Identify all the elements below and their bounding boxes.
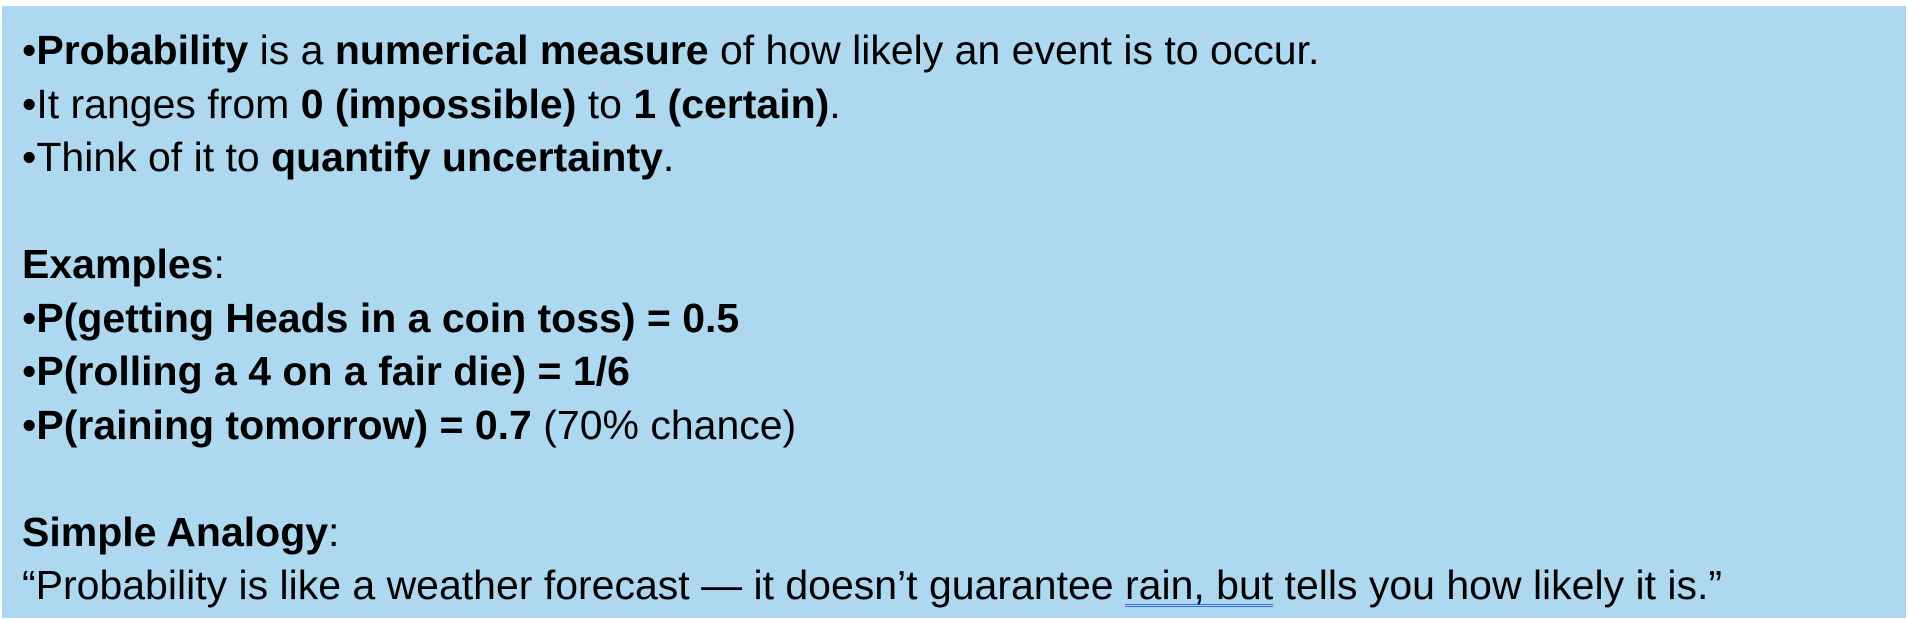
- spacer: [22, 452, 1886, 506]
- intro-line-uncertainty: •Think of it to quantify uncertainty.: [22, 131, 1886, 185]
- text-segment: Think of it to: [36, 134, 272, 180]
- analogy-heading: Simple Analogy:: [22, 506, 1886, 560]
- term-numerical-measure: numerical measure: [334, 27, 709, 73]
- term-probability: Probability: [36, 27, 249, 73]
- grammar-flagged-text[interactable]: rain, but: [1125, 562, 1274, 608]
- example-item-coin: •P(getting Heads in a coin toss) = 0.5: [22, 292, 1886, 346]
- quote-start: “Probability is like a weather forecast …: [22, 562, 1125, 608]
- bullet: •: [22, 27, 37, 73]
- bullet: •: [22, 134, 37, 180]
- spacer: [22, 185, 1886, 239]
- examples-heading: Examples:: [22, 238, 1886, 292]
- text-segment: .: [662, 134, 675, 180]
- example-note: (70% chance): [531, 401, 797, 448]
- range-low: 0 (impossible): [300, 80, 577, 127]
- range-high: 1 (certain): [633, 80, 830, 127]
- bullet: •: [22, 401, 37, 448]
- text-segment: is a: [248, 27, 335, 73]
- text-segment: It ranges from: [36, 80, 301, 127]
- bullet: •: [22, 348, 37, 394]
- bullet: •: [22, 80, 37, 127]
- text-segment: of how likely an event is to occur.: [708, 27, 1320, 73]
- colon: :: [213, 241, 225, 287]
- example-item-rain: •P(raining tomorrow) = 0.7 (70% chance): [22, 399, 1886, 453]
- analogy-heading-label: Simple Analogy: [22, 508, 329, 555]
- example-expression: P(raining tomorrow) = 0.7: [36, 401, 532, 448]
- analogy-quote: “Probability is like a weather forecast …: [22, 559, 1886, 613]
- text-segment: to: [576, 80, 634, 127]
- example-expression: P(rolling a 4 on a fair die) = 1/6: [36, 348, 630, 394]
- phrase-quantify-uncertainty: quantify uncertainty: [271, 134, 663, 180]
- examples-heading-label: Examples: [22, 241, 214, 287]
- text-segment: .: [829, 80, 841, 127]
- example-expression: P(getting Heads in a coin toss) = 0.5: [36, 294, 740, 341]
- example-item-die: •P(rolling a 4 on a fair die) = 1/6: [22, 345, 1886, 399]
- intro-line-range: •It ranges from 0 (impossible) to 1 (cer…: [22, 78, 1886, 132]
- definition-text-box: •Probability is a numerical measure of h…: [2, 6, 1906, 618]
- quote-end: tells you how likely it is.”: [1273, 562, 1723, 608]
- intro-line-definition: •Probability is a numerical measure of h…: [22, 24, 1886, 78]
- bullet: •: [22, 294, 37, 341]
- colon: :: [328, 508, 340, 555]
